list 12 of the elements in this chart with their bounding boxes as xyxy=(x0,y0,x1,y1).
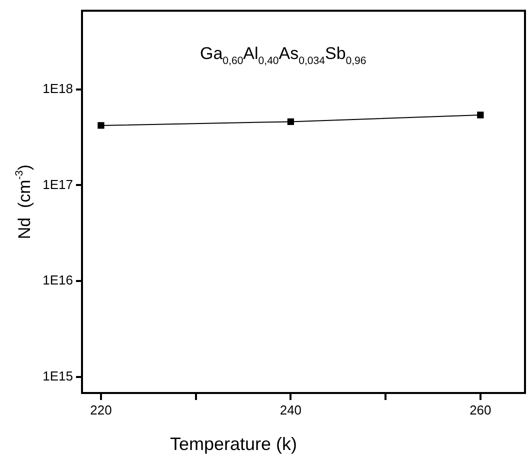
y-tick-label: 1E17 xyxy=(42,176,73,192)
x-tick-label: 220 xyxy=(90,402,112,418)
x-axis-title: Temperature (k) xyxy=(170,434,298,454)
x-tick-label: 240 xyxy=(280,402,302,418)
y-axis-title: Nd (cm-3) xyxy=(13,164,34,240)
point xyxy=(287,118,294,126)
point xyxy=(98,122,104,129)
x-tick-label: 260 xyxy=(470,402,492,418)
point xyxy=(477,112,484,118)
y-tick-label: 1E15 xyxy=(42,368,73,384)
y-tick-label: 1E16 xyxy=(42,272,73,288)
y-tick-label: 1E18 xyxy=(42,80,73,96)
